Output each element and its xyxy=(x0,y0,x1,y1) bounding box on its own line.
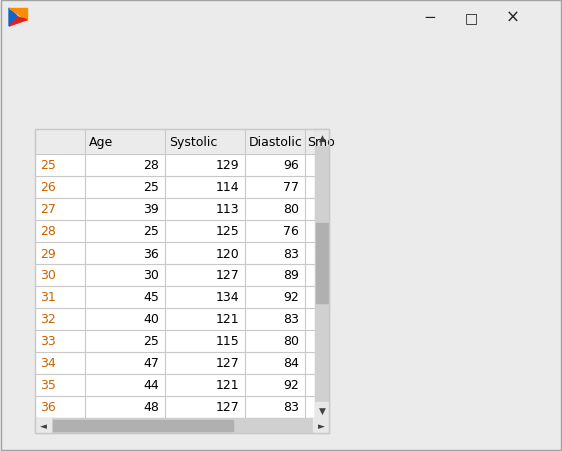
Bar xyxy=(35,352,315,374)
Bar xyxy=(35,308,315,330)
Text: 89: 89 xyxy=(283,269,299,282)
Text: 48: 48 xyxy=(143,400,159,414)
Text: 83: 83 xyxy=(283,400,299,414)
Text: ×: × xyxy=(506,9,520,27)
Text: −: − xyxy=(424,10,436,25)
Bar xyxy=(35,286,315,308)
Text: 96: 96 xyxy=(283,159,299,172)
Text: ▲: ▲ xyxy=(319,133,325,142)
Text: 76: 76 xyxy=(283,225,299,238)
Bar xyxy=(35,264,315,286)
Text: 28: 28 xyxy=(40,225,56,238)
Bar xyxy=(35,330,315,352)
Bar xyxy=(316,223,328,303)
Text: ▼: ▼ xyxy=(319,405,325,414)
Text: 34: 34 xyxy=(40,357,56,370)
Bar xyxy=(315,402,329,418)
Text: 134: 134 xyxy=(215,291,239,304)
Bar xyxy=(315,130,329,146)
Text: 31: 31 xyxy=(40,291,56,304)
Bar xyxy=(35,155,315,177)
Bar xyxy=(35,221,315,243)
Text: 47: 47 xyxy=(143,357,159,370)
Bar xyxy=(315,130,329,418)
Text: 29: 29 xyxy=(40,247,56,260)
Text: 44: 44 xyxy=(143,379,159,391)
Text: 80: 80 xyxy=(283,335,299,348)
Text: 80: 80 xyxy=(283,203,299,216)
Text: 25: 25 xyxy=(40,159,56,172)
Text: 45: 45 xyxy=(143,291,159,304)
Text: 92: 92 xyxy=(283,291,299,304)
Text: 83: 83 xyxy=(283,247,299,260)
Text: 121: 121 xyxy=(215,379,239,391)
Bar xyxy=(35,418,51,433)
Text: 115: 115 xyxy=(215,335,239,348)
Bar xyxy=(313,418,329,433)
Text: 39: 39 xyxy=(143,203,159,216)
Bar xyxy=(35,130,315,155)
Bar xyxy=(35,418,329,433)
Text: ◄: ◄ xyxy=(39,421,47,430)
Text: 127: 127 xyxy=(215,357,239,370)
Polygon shape xyxy=(9,9,27,21)
Text: 25: 25 xyxy=(143,225,159,238)
Text: 28: 28 xyxy=(143,159,159,172)
Text: 84: 84 xyxy=(283,357,299,370)
Text: Diastolic: Diastolic xyxy=(249,136,303,149)
Text: 26: 26 xyxy=(40,181,56,194)
Bar xyxy=(35,243,315,264)
Text: 114: 114 xyxy=(215,181,239,194)
Text: ►: ► xyxy=(318,421,324,430)
Text: 25: 25 xyxy=(143,181,159,194)
Text: 127: 127 xyxy=(215,400,239,414)
Text: 83: 83 xyxy=(283,313,299,326)
Text: 35: 35 xyxy=(40,379,56,391)
Text: 113: 113 xyxy=(215,203,239,216)
Text: 30: 30 xyxy=(143,269,159,282)
Text: 36: 36 xyxy=(40,400,56,414)
Bar xyxy=(35,198,315,221)
Text: Smo: Smo xyxy=(307,136,335,149)
Text: □: □ xyxy=(464,11,478,25)
Bar xyxy=(35,177,315,198)
Text: 129: 129 xyxy=(215,159,239,172)
Text: 36: 36 xyxy=(143,247,159,260)
Text: Age: Age xyxy=(89,136,114,149)
Text: 121: 121 xyxy=(215,313,239,326)
Bar xyxy=(35,374,315,396)
Bar xyxy=(53,420,233,431)
Text: 33: 33 xyxy=(40,335,56,348)
Text: 125: 125 xyxy=(215,225,239,238)
Bar xyxy=(35,130,329,433)
Text: 25: 25 xyxy=(143,335,159,348)
Text: Systolic: Systolic xyxy=(169,136,217,149)
Text: 77: 77 xyxy=(283,181,299,194)
Text: 127: 127 xyxy=(215,269,239,282)
Text: 120: 120 xyxy=(215,247,239,260)
Text: 27: 27 xyxy=(40,203,56,216)
Bar xyxy=(35,396,315,418)
Polygon shape xyxy=(9,9,18,27)
Polygon shape xyxy=(9,18,27,27)
Text: 32: 32 xyxy=(40,313,56,326)
Text: 92: 92 xyxy=(283,379,299,391)
Text: 30: 30 xyxy=(40,269,56,282)
Text: 40: 40 xyxy=(143,313,159,326)
